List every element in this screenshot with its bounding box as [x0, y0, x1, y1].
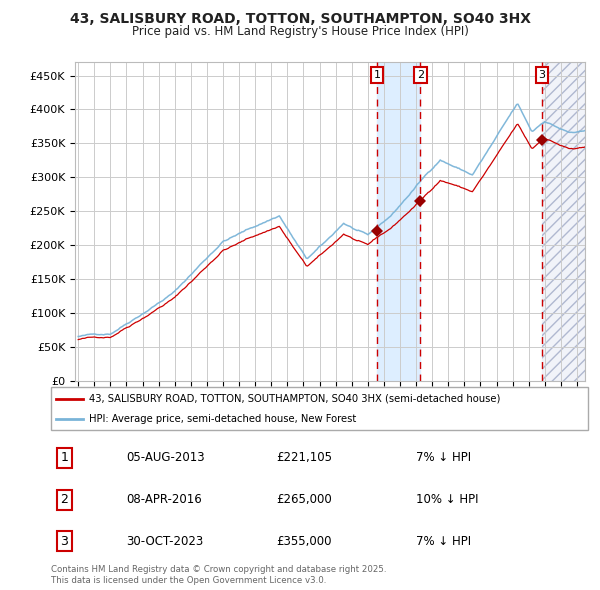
- Bar: [377, 62, 421, 381]
- Text: Price paid vs. HM Land Registry's House Price Index (HPI): Price paid vs. HM Land Registry's House …: [131, 25, 469, 38]
- Text: 43, SALISBURY ROAD, TOTTON, SOUTHAMPTON, SO40 3HX: 43, SALISBURY ROAD, TOTTON, SOUTHAMPTON,…: [70, 12, 530, 26]
- Text: 3: 3: [539, 70, 545, 80]
- Text: 1: 1: [374, 70, 380, 80]
- Text: 7% ↓ HPI: 7% ↓ HPI: [416, 451, 471, 464]
- Text: £221,105: £221,105: [277, 451, 332, 464]
- Text: 2: 2: [417, 70, 424, 80]
- Text: 43, SALISBURY ROAD, TOTTON, SOUTHAMPTON, SO40 3HX (semi-detached house): 43, SALISBURY ROAD, TOTTON, SOUTHAMPTON,…: [89, 394, 500, 404]
- Text: 10% ↓ HPI: 10% ↓ HPI: [416, 493, 479, 506]
- Bar: [542, 62, 585, 381]
- Text: 2: 2: [61, 493, 68, 506]
- Text: Contains HM Land Registry data © Crown copyright and database right 2025.
This d: Contains HM Land Registry data © Crown c…: [51, 565, 386, 585]
- Bar: [542, 62, 585, 381]
- Text: HPI: Average price, semi-detached house, New Forest: HPI: Average price, semi-detached house,…: [89, 414, 356, 424]
- Text: 7% ↓ HPI: 7% ↓ HPI: [416, 535, 471, 548]
- Text: 1: 1: [61, 451, 68, 464]
- Text: 05-AUG-2013: 05-AUG-2013: [126, 451, 205, 464]
- FancyBboxPatch shape: [51, 387, 588, 430]
- Text: £265,000: £265,000: [277, 493, 332, 506]
- Text: £355,000: £355,000: [277, 535, 332, 548]
- Text: 3: 3: [61, 535, 68, 548]
- Text: 30-OCT-2023: 30-OCT-2023: [126, 535, 203, 548]
- Text: 08-APR-2016: 08-APR-2016: [126, 493, 202, 506]
